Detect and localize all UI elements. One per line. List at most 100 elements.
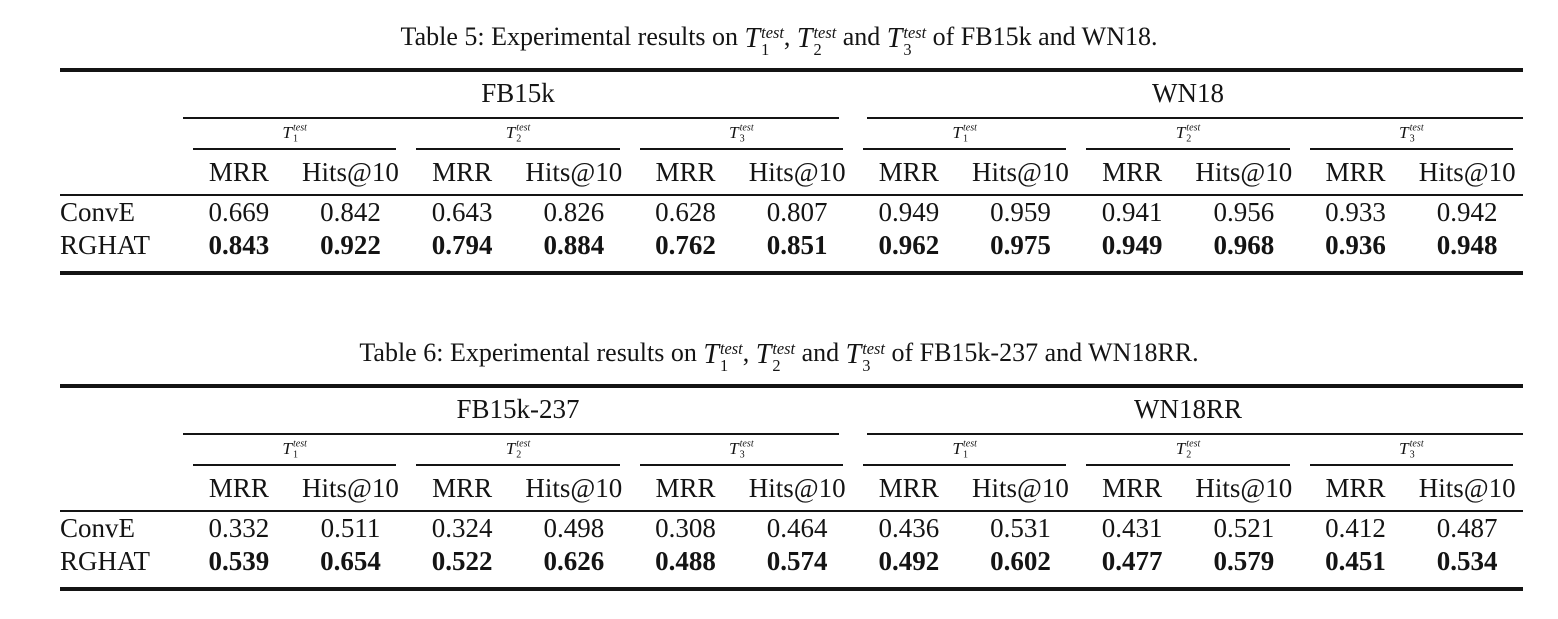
value-cell: 0.332: [208, 513, 270, 544]
value-cell: 0.968: [1213, 230, 1275, 261]
value-cell: 0.669: [208, 197, 270, 228]
value-cell: 0.487: [1436, 513, 1498, 544]
t-symbol: T: [282, 438, 292, 458]
t-subscript: 1: [720, 356, 729, 376]
caption-text: Table 6: Experimental results on: [359, 338, 704, 367]
t-superscript: test: [292, 122, 307, 134]
value-cell: 0.534: [1436, 546, 1498, 577]
t-superscript: test: [962, 122, 977, 134]
metric-header-row: MRR Hits@10 MRR Hits@10 MRR Hits@10 MRR …: [60, 466, 1523, 510]
value-cell: 0.521: [1213, 513, 1275, 544]
value-cell: 0.949: [878, 197, 940, 228]
rule-cell: [853, 148, 1076, 151]
t-symbol: T: [729, 438, 739, 458]
t-subscript: 3: [739, 449, 745, 461]
hits10-header: Hits@10: [1195, 473, 1293, 504]
model-name: ConvE: [60, 197, 136, 228]
t-subscript: 2: [516, 133, 522, 145]
t-superscript: test: [1186, 122, 1201, 134]
dataset-rule-row: [60, 117, 1523, 120]
t-symbol: T: [755, 339, 772, 370]
mrr-header: MRR: [878, 473, 939, 504]
t-superscript: test: [772, 338, 796, 358]
rule: [639, 148, 843, 151]
rule: [193, 464, 397, 467]
value-cell: 0.843: [208, 230, 270, 261]
value-cell: 0.942: [1436, 197, 1498, 228]
value-cell: 0.324: [431, 513, 493, 544]
hits10-header: Hits@10: [525, 157, 623, 188]
value-cell: 0.826: [543, 197, 605, 228]
value-cell: 0.492: [878, 546, 940, 577]
table-row-conve: ConvE 0.332 0.511 0.324 0.498 0.308 0.46…: [60, 512, 1523, 545]
t-subscript: 3: [1409, 133, 1415, 145]
hits10-header: Hits@10: [525, 473, 623, 504]
rule-cell: [183, 464, 406, 467]
rule: [416, 464, 620, 467]
value-cell: 0.654: [320, 546, 381, 577]
empty-cell: [60, 72, 183, 117]
t-subscript: 3: [739, 133, 745, 145]
t-symbol: T: [505, 122, 516, 142]
value-cell: 0.539: [208, 546, 270, 577]
t-superscript: test: [1409, 122, 1424, 134]
hits10-header: Hits@10: [1418, 157, 1516, 188]
value-cell: 0.488: [655, 546, 716, 577]
rule-cell: [1076, 148, 1299, 151]
caption-text: and: [795, 338, 846, 367]
t-subscript: 2: [772, 356, 781, 376]
rule-cell: [853, 464, 1076, 467]
rule-cell: [183, 117, 853, 120]
header-rule-row: [60, 194, 1523, 197]
value-cell: 0.431: [1101, 513, 1163, 544]
value-cell: 0.531: [990, 513, 1051, 544]
t-subscript: 2: [1186, 449, 1192, 461]
mrr-header: MRR: [1325, 157, 1386, 188]
value-cell: 0.922: [320, 230, 381, 261]
rule: [416, 148, 620, 151]
t-superscript: test: [962, 438, 977, 450]
value-cell: 0.626: [543, 546, 605, 577]
dataset-header-wn18rr: WN18RR: [1134, 394, 1242, 425]
mrr-header: MRR: [432, 473, 493, 504]
hits10-header: Hits@10: [1418, 473, 1516, 504]
rule: [639, 464, 843, 467]
table-row-rghat: RGHAT 0.539 0.654 0.522 0.626 0.488 0.57…: [60, 545, 1523, 578]
dataset-header-row: FB15k-237 WN18RR: [60, 388, 1523, 433]
hits10-header: Hits@10: [1195, 157, 1293, 188]
rule-cell: [853, 117, 1523, 120]
value-cell: 0.962: [878, 230, 940, 261]
value-cell: 0.842: [320, 197, 381, 228]
rule-cell: [1300, 148, 1523, 151]
hits10-header: Hits@10: [972, 157, 1069, 188]
rule-cell: [630, 464, 853, 467]
t-symbol: T: [282, 122, 292, 142]
rule-cell: [1076, 464, 1299, 467]
t-subscript: 3: [903, 40, 912, 60]
value-cell: 0.948: [1436, 230, 1498, 261]
rule-cell: [183, 148, 406, 151]
value-cell: 0.762: [655, 230, 716, 261]
t-subscript: 2: [813, 40, 822, 60]
hits10-header: Hits@10: [972, 473, 1069, 504]
value-cell: 0.436: [878, 513, 940, 544]
value-cell: 0.308: [655, 513, 716, 544]
t-symbol: T: [796, 23, 813, 54]
empty-cell: [60, 119, 183, 148]
caption-text: ,: [742, 338, 756, 367]
rule-cell: [60, 510, 1523, 513]
t-symbol: T: [729, 122, 739, 142]
rule: [60, 194, 1523, 197]
mrr-header: MRR: [655, 157, 716, 188]
rule: [183, 433, 839, 436]
t-symbol: T: [1175, 122, 1186, 142]
rule-cell: [630, 148, 853, 151]
mrr-header: MRR: [1325, 473, 1386, 504]
